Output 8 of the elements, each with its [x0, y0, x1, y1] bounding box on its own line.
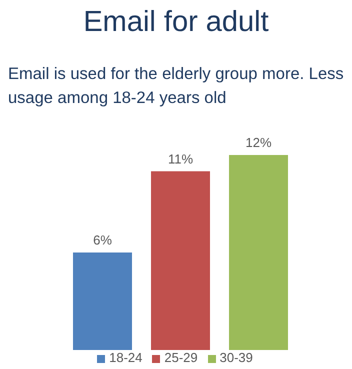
legend-label: 25-29: [164, 350, 198, 365]
data-label: 11%: [168, 151, 194, 166]
legend-label: 18-24: [109, 350, 142, 365]
data-label: 6%: [93, 232, 112, 248]
data-label: 12%: [245, 135, 272, 150]
legend-label: 30-39: [220, 350, 253, 365]
chart-subtitle: Email is used for the elderly group more. Less usage among 18-24 years old: [8, 64, 345, 109]
chart-title: Email for adult: [82, 6, 270, 39]
